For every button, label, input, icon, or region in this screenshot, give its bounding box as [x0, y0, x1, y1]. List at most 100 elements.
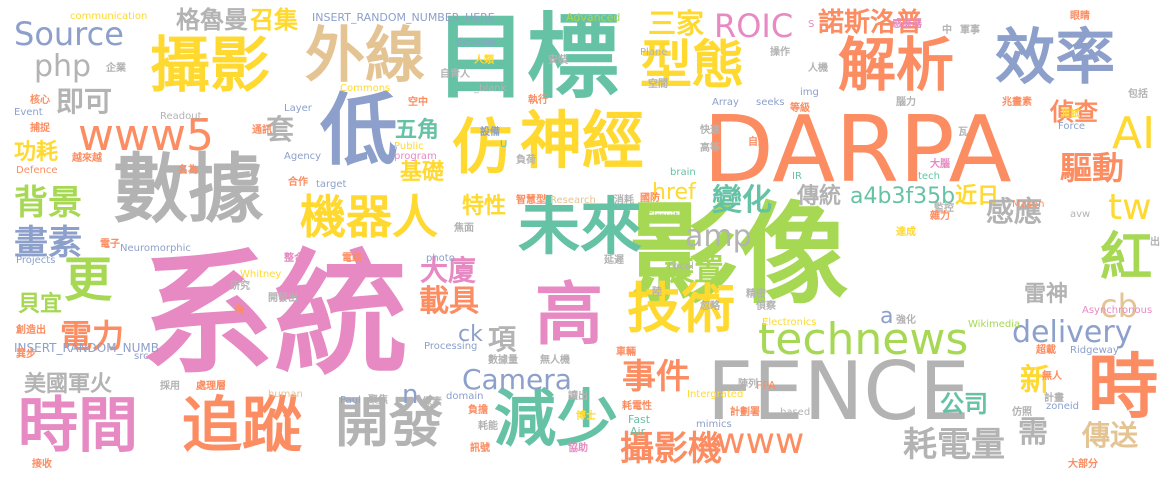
- word-tongxun: 通訊: [252, 125, 272, 136]
- word-yanchi: 延遲: [604, 255, 624, 266]
- word-shuju: 數據: [113, 145, 264, 233]
- word-zidong: 自動: [748, 137, 768, 148]
- word-xin: 新: [1020, 363, 1050, 398]
- word-communication: communication: [70, 11, 148, 22]
- word-qiye: 企業: [106, 63, 126, 74]
- word-event: Event: [14, 107, 43, 118]
- word-avw: avw: [1070, 209, 1091, 220]
- word-zhenlie: 陣列: [738, 379, 758, 390]
- word-human: human: [268, 389, 303, 400]
- word-gaodeng: 高等: [700, 143, 720, 154]
- word-advanced: Advanced: [566, 11, 621, 24]
- word-shijian: 時間: [18, 391, 138, 461]
- word-www5: www5: [78, 110, 214, 161]
- word-geng: 更: [64, 252, 113, 308]
- word-waixian: 外線: [305, 21, 425, 91]
- word-air: Air: [630, 425, 646, 438]
- word-php: php: [34, 49, 92, 84]
- word-zhencha2: 偵察: [756, 301, 776, 312]
- word-cheliang: 車輛: [616, 347, 636, 358]
- word-based: based: [780, 407, 811, 418]
- word-force: Force: [1058, 121, 1086, 132]
- word-fuhe: 負荷: [516, 155, 536, 166]
- word-kaifa: 開發: [335, 391, 443, 454]
- word-tw: tw: [1108, 187, 1152, 228]
- word-processing: Processing: [424, 341, 478, 352]
- word-ridgeway: Ridgeway: [1070, 345, 1119, 356]
- word-gongsi: 公司: [940, 390, 988, 418]
- word-jihua: 計畫: [1044, 393, 1064, 404]
- word-camera: Camera: [462, 363, 572, 396]
- word-sheying: 攝影: [150, 31, 270, 101]
- word-a4b3f35b: a4b3f35b: [850, 184, 956, 209]
- word-caozuo: 操作: [770, 47, 790, 58]
- word-delivery: delivery: [1012, 315, 1133, 350]
- word-jianshao: 減少: [494, 382, 619, 455]
- word-meiguojunhuo: 美國軍火: [24, 372, 113, 397]
- word-xiaolu: 效率: [995, 23, 1115, 93]
- word-insert-random-numb: INSERT_RANDOM_NUMB: [14, 341, 159, 355]
- word-zhaoji: 召集: [250, 6, 298, 34]
- word-kuaisu: 快速: [700, 125, 720, 136]
- word-hezuo: 合作: [288, 177, 308, 188]
- word-zhihuixing: 智慧型: [516, 195, 546, 206]
- word-xunhao: 訊號: [470, 443, 490, 454]
- word-www: www: [716, 421, 805, 462]
- word-fence: FENCE: [707, 345, 970, 438]
- word-naoli: 腦力: [896, 97, 916, 108]
- word-roic: ROIC: [714, 7, 794, 45]
- word-wujiao: 五角: [395, 118, 440, 143]
- word-cb: cb: [1100, 287, 1138, 325]
- word-hong: 紅: [1100, 228, 1153, 288]
- word-ai: AI: [1112, 108, 1156, 159]
- word-readout: Readout: [160, 111, 202, 122]
- word-jichu: 基礎: [400, 160, 445, 185]
- word-source: Source: [14, 15, 124, 53]
- word-zhenghe: 整合: [284, 253, 304, 264]
- word-a: a: [880, 304, 894, 329]
- word-dabufen: 大部分: [1068, 459, 1098, 470]
- word-gao: 高: [535, 276, 604, 355]
- word-ziqingren: 自青人: [440, 69, 470, 80]
- word-shenjing: 神經: [520, 104, 645, 177]
- word-wikimedia: Wikimedia: [968, 319, 1021, 330]
- word-wurenji: 無人機: [540, 355, 570, 366]
- word-paul: Paul: [340, 395, 361, 406]
- word-tao: 套: [266, 113, 295, 146]
- word-renji: 人機: [808, 63, 828, 74]
- word-xiangsu: 像素: [422, 397, 442, 408]
- word-sheyingji: 攝影機: [620, 429, 722, 469]
- word-chaozai: 超載: [1036, 345, 1056, 356]
- word-danao: 大腦: [930, 159, 950, 170]
- word-ganyingqi: 感應器: [892, 19, 922, 30]
- word-haodianliang: 耗電量: [903, 425, 1005, 465]
- word-duchu: 讀出: [568, 391, 588, 402]
- word-ck: ck: [458, 322, 483, 347]
- word-jujiao: 聚焦: [368, 395, 388, 406]
- word-dianli: 電力: [60, 317, 125, 355]
- word-kaifachu: 開發出: [268, 293, 298, 304]
- word-dacheng: 達成: [896, 227, 916, 238]
- word-caiyong: 採用: [160, 381, 180, 392]
- word-electronics: Electronics: [762, 317, 817, 328]
- word-kongjian: 空間: [648, 79, 668, 90]
- word-shujuliang: 數據量: [488, 355, 518, 366]
- word-shebei: 設備: [480, 127, 500, 138]
- word-fast: Fast: [628, 413, 651, 426]
- word-fangzhao: 仿照: [1012, 407, 1032, 418]
- word-src: src: [134, 351, 149, 362]
- word-ganying: 感應: [986, 195, 1043, 228]
- word-tech: tech: [918, 171, 940, 182]
- word-buzhuo: 捕捉: [30, 123, 50, 134]
- word-zhong: 中: [942, 25, 952, 36]
- word-hulue: 忽略: [700, 301, 720, 312]
- word-leishen: 雷神: [1024, 282, 1069, 307]
- word-wa: 瓦: [958, 127, 968, 138]
- word-neuromorphic: Neuromorphic: [120, 243, 191, 254]
- word-huasu: 畫素: [14, 223, 82, 263]
- word-fang: 仿: [452, 113, 512, 183]
- word-dianzi: 電子: [100, 239, 120, 250]
- word-chuangzaochu: 創造出: [16, 325, 46, 336]
- word-yingxiang: 影像: [628, 191, 848, 319]
